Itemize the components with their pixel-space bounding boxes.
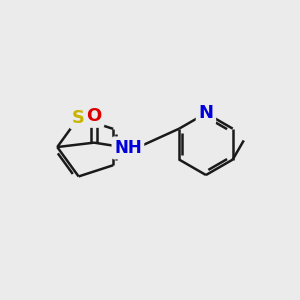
Text: S: S xyxy=(72,109,85,127)
Text: NH: NH xyxy=(114,139,142,157)
Text: N: N xyxy=(198,104,213,122)
Text: O: O xyxy=(86,107,102,125)
